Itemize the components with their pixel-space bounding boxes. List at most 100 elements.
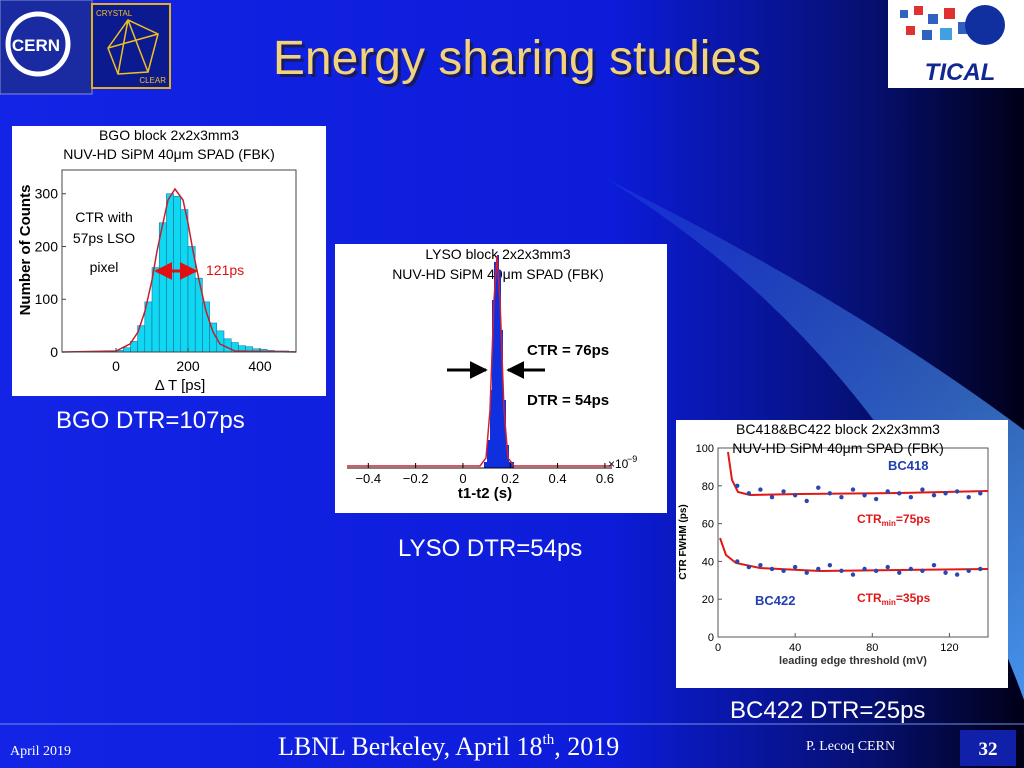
histogram-bar: [187, 246, 196, 353]
x-tick-label: 200: [176, 358, 200, 374]
data-point: [850, 487, 856, 492]
plot-frame: [61, 169, 297, 353]
logo-box: [91, 3, 171, 89]
panel-caption: NUV-HD SiPM 40μm SPAD (FBK): [732, 440, 944, 456]
annotation: CTRmin=35ps: [857, 591, 931, 607]
x-tick-label: 40: [789, 642, 801, 654]
annotation-part: min: [882, 519, 896, 528]
histogram-bar: [180, 209, 189, 353]
annotation-part: =35ps: [896, 591, 931, 605]
y-tick-label: 0: [50, 344, 58, 360]
title-shadow: Energy sharing studies: [276, 35, 764, 88]
data-point: [839, 494, 844, 500]
histogram-bar: [173, 196, 182, 353]
annotation: CTR = 76ps: [527, 342, 609, 359]
y-tick-label: 0: [708, 632, 714, 644]
y-tick-label: 80: [702, 481, 714, 493]
data-point: [746, 564, 752, 570]
data-point: [769, 566, 775, 572]
data-point: [792, 564, 798, 570]
venue-part: LBNL Berkeley, April 18: [278, 732, 543, 761]
footer-author: P. Lecoq CERN: [806, 739, 895, 754]
lyso-panel: LYSO block 2x2x3mm3 NUV-HD SiPM 40μm SPA…: [335, 244, 667, 513]
histogram-bar: [223, 338, 232, 353]
venue-part: th: [543, 732, 555, 748]
tical-logo: TICAL: [888, 0, 1024, 88]
logo-globe: [965, 5, 1005, 45]
data-point: [954, 572, 960, 577]
data-point: [781, 489, 786, 494]
x-tick-label: 120: [940, 642, 958, 654]
data-point: [850, 572, 856, 577]
annotation-part: CTR: [857, 591, 882, 605]
data-point: [943, 570, 948, 575]
data-point: [769, 494, 775, 500]
x-tick-label: 0: [112, 358, 120, 374]
data-point: [735, 483, 740, 488]
page-number: 32: [979, 739, 998, 760]
panel-caption: BGO block 2x2x3mm3: [99, 127, 239, 143]
data-point: [920, 487, 925, 492]
y-tick-label: 40: [702, 556, 714, 568]
x-tick-label: −0.4: [355, 471, 381, 486]
data-point: [908, 566, 914, 572]
page-number-box: [960, 730, 1016, 766]
data-point: [758, 562, 763, 568]
data-point: [885, 564, 890, 570]
logo-ring: [5, 11, 71, 77]
annotation: 57ps LSO: [73, 230, 135, 246]
venue-part: , 2019: [554, 732, 619, 761]
y-tick-label: 100: [696, 443, 714, 455]
series-label: BC422: [755, 593, 795, 608]
data-point: [966, 568, 971, 574]
panel-result: BGO DTR=107ps: [56, 407, 245, 434]
fit-curve: [61, 187, 297, 353]
annotation: DTR = 54ps: [527, 392, 609, 409]
footer-date: April 2019: [10, 744, 71, 759]
histogram-bar: [166, 193, 174, 353]
annotation: 121ps: [206, 262, 244, 278]
y-tick-label: 200: [35, 238, 59, 254]
panel-caption: NUV-HD SiPM 40μm SPAD (FBK): [63, 146, 275, 162]
data-point: [920, 568, 925, 574]
x-tick-label: 0: [715, 642, 721, 654]
data-point: [804, 570, 809, 575]
x-tick-label: 0.6: [596, 471, 614, 486]
y-axis-label: Number of Counts: [17, 185, 34, 316]
y-tick-label: 300: [35, 186, 59, 202]
logo-crystal: [107, 19, 159, 75]
data-point: [943, 491, 948, 496]
annotation-box: [64, 204, 146, 284]
crystal-clear-logo: CRYSTAL CLEAR: [91, 3, 171, 89]
data-point: [978, 491, 983, 496]
data-point: [758, 487, 763, 492]
data-point: [954, 489, 960, 494]
data-point: [908, 494, 914, 500]
panel-result: BC422 DTR=25ps: [730, 697, 925, 724]
panel-box: [676, 420, 1008, 688]
logo-text: TICAL: [925, 59, 996, 86]
data-point: [862, 566, 867, 572]
logo-text: CRYSTAL: [96, 9, 133, 18]
data-point: [931, 562, 937, 568]
x-tick-label: 400: [248, 358, 272, 374]
series-label: BC418: [888, 458, 928, 473]
data-point: [885, 489, 890, 494]
title: Energy sharing studies: [273, 32, 761, 85]
x-tick-label: 0.4: [549, 471, 567, 486]
axis-scale: ×10: [608, 457, 629, 471]
data-point: [827, 562, 833, 568]
data-point: [746, 491, 752, 496]
data-point: [873, 568, 879, 574]
annotation: pixel: [90, 259, 119, 275]
histogram-shape: [484, 255, 514, 468]
x-tick-label: −0.2: [403, 471, 429, 486]
data-point: [781, 568, 786, 574]
x-axis-label: Δ T [ps]: [155, 377, 206, 394]
plot-frame: [717, 447, 989, 638]
data-point: [792, 493, 798, 498]
data-point: [862, 493, 867, 498]
data-point: [827, 491, 833, 496]
